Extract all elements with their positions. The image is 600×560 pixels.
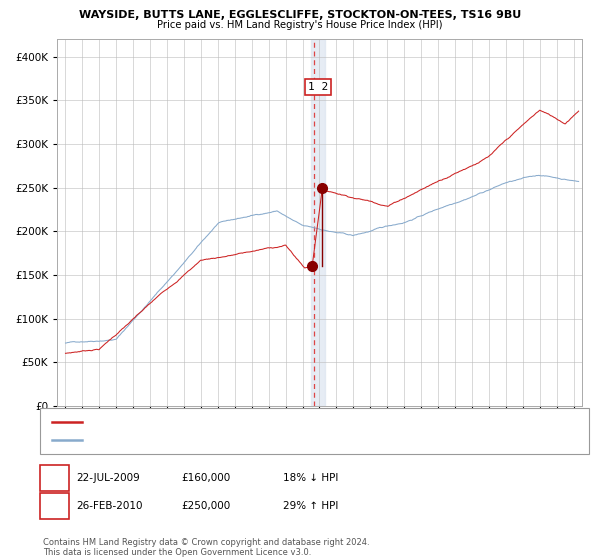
- Text: WAYSIDE, BUTTS LANE, EGGLESCLIFFE, STOCKTON-ON-TEES, TS16 9BU (detached house: WAYSIDE, BUTTS LANE, EGGLESCLIFFE, STOCK…: [88, 417, 475, 426]
- Text: 1 2: 1 2: [308, 82, 328, 92]
- Text: 1: 1: [51, 473, 58, 483]
- Text: £250,000: £250,000: [181, 501, 230, 511]
- Text: 22-JUL-2009: 22-JUL-2009: [76, 473, 140, 483]
- Text: WAYSIDE, BUTTS LANE, EGGLESCLIFFE, STOCKTON-ON-TEES, TS16 9BU: WAYSIDE, BUTTS LANE, EGGLESCLIFFE, STOCK…: [79, 10, 521, 20]
- Text: Price paid vs. HM Land Registry's House Price Index (HPI): Price paid vs. HM Land Registry's House …: [157, 20, 443, 30]
- Text: 26-FEB-2010: 26-FEB-2010: [76, 501, 143, 511]
- Text: Contains HM Land Registry data © Crown copyright and database right 2024.
This d: Contains HM Land Registry data © Crown c…: [43, 538, 370, 557]
- Text: HPI: Average price, detached house, Stockton-on-Tees: HPI: Average price, detached house, Stoc…: [88, 435, 324, 444]
- Text: 2: 2: [51, 501, 58, 511]
- Text: 18% ↓ HPI: 18% ↓ HPI: [283, 473, 338, 483]
- Text: £160,000: £160,000: [181, 473, 230, 483]
- Bar: [311, 39, 325, 406]
- Text: 29% ↑ HPI: 29% ↑ HPI: [283, 501, 338, 511]
